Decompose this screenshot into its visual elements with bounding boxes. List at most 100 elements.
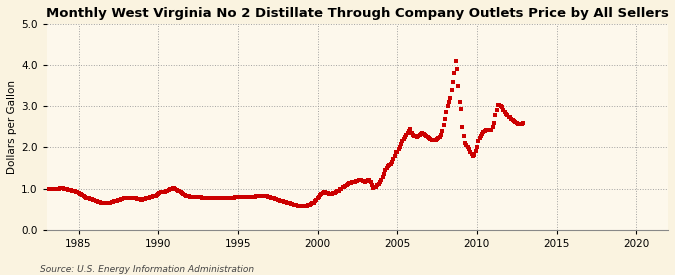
Point <box>302 204 313 208</box>
Point <box>401 133 412 137</box>
Point <box>406 131 417 135</box>
Point <box>313 195 324 199</box>
Point <box>430 138 441 142</box>
Point <box>147 194 158 199</box>
Point <box>41 186 52 191</box>
Point <box>316 192 327 196</box>
Point <box>344 181 355 185</box>
Point <box>240 195 251 199</box>
Point <box>184 194 194 199</box>
Point <box>362 178 373 183</box>
Point <box>379 172 389 176</box>
Point <box>465 149 476 154</box>
Point <box>381 166 392 170</box>
Point <box>460 141 470 145</box>
Point <box>126 196 137 200</box>
Point <box>213 196 223 200</box>
Point <box>72 190 82 194</box>
Point <box>485 128 495 132</box>
Point <box>105 200 116 205</box>
Point <box>134 197 145 202</box>
Point <box>78 194 89 198</box>
Point <box>449 71 460 76</box>
Title: Monthly West Virginia No 2 Distillate Through Company Outlets Price by All Selle: Monthly West Virginia No 2 Distillate Th… <box>46 7 669 20</box>
Point <box>420 133 431 137</box>
Point <box>468 154 479 159</box>
Point <box>266 196 277 200</box>
Point <box>55 186 65 190</box>
Point <box>417 131 428 136</box>
Point <box>375 180 385 185</box>
Point <box>509 119 520 123</box>
Point <box>304 203 315 207</box>
Point <box>150 193 161 198</box>
Point <box>516 121 527 126</box>
Point <box>199 196 210 200</box>
Point <box>439 116 450 121</box>
Point <box>221 196 232 200</box>
Point <box>140 197 151 201</box>
Point <box>99 201 109 205</box>
Point <box>514 122 524 127</box>
Point <box>192 195 203 199</box>
Point <box>228 196 239 200</box>
Point <box>443 100 454 104</box>
Point <box>387 160 398 164</box>
Point <box>319 190 329 194</box>
Point <box>182 194 193 198</box>
Point <box>338 185 348 189</box>
Point <box>472 139 483 144</box>
Point <box>348 180 359 184</box>
Point <box>486 128 497 132</box>
Point <box>190 195 200 199</box>
Point <box>158 190 169 194</box>
Point <box>442 104 453 108</box>
Point <box>414 133 425 137</box>
Point <box>159 190 170 194</box>
Point <box>277 199 288 204</box>
Point <box>427 138 437 142</box>
Point <box>138 197 149 202</box>
Point <box>101 201 112 205</box>
Point <box>429 138 439 142</box>
Point <box>291 203 302 208</box>
Point <box>97 201 108 205</box>
Point <box>133 197 144 202</box>
Point <box>482 128 493 132</box>
Point <box>219 196 230 200</box>
Point <box>396 142 406 146</box>
Point <box>280 200 291 204</box>
Point <box>279 200 290 204</box>
Point <box>306 202 317 207</box>
Point <box>327 191 338 196</box>
Point <box>431 137 442 141</box>
Point <box>303 203 314 208</box>
Point <box>200 196 211 200</box>
Point <box>177 191 188 195</box>
Point <box>106 200 117 204</box>
Point <box>60 187 71 191</box>
Point <box>246 195 256 199</box>
Point <box>59 186 70 191</box>
Point <box>61 187 72 192</box>
Point <box>169 186 180 190</box>
Point <box>43 187 53 191</box>
Point <box>104 201 115 205</box>
Point <box>236 195 247 199</box>
Point <box>187 195 198 199</box>
Point <box>464 147 475 152</box>
Point <box>110 199 121 203</box>
Point <box>416 132 427 136</box>
Point <box>462 145 473 150</box>
Point <box>195 195 206 199</box>
Point <box>70 190 81 194</box>
Point <box>114 197 125 202</box>
Point <box>234 195 244 199</box>
Text: Source: U.S. Energy Information Administration: Source: U.S. Energy Information Administ… <box>40 265 254 274</box>
Point <box>352 178 362 183</box>
Y-axis label: Dollars per Gallon: Dollars per Gallon <box>7 80 17 174</box>
Point <box>438 123 449 127</box>
Point <box>215 196 226 200</box>
Point <box>214 196 225 200</box>
Point <box>65 188 76 192</box>
